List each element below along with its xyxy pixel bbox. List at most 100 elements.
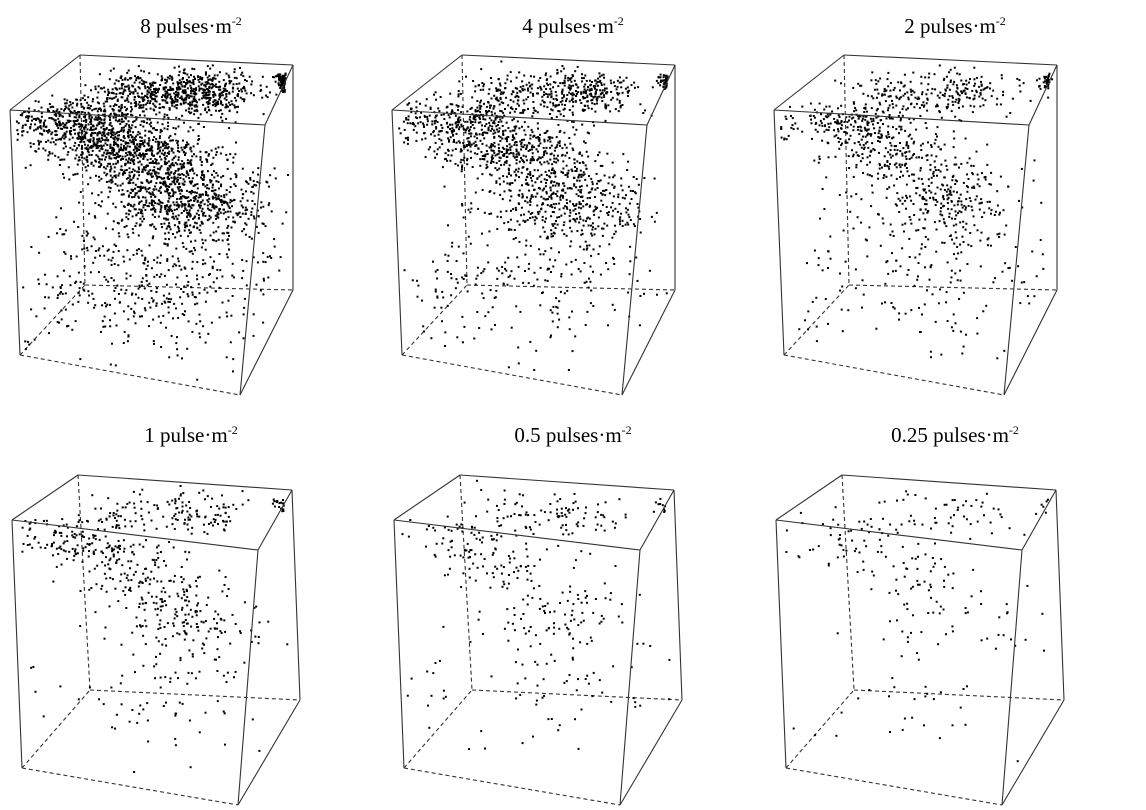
lidar-point [142,206,145,209]
lidar-point [575,213,577,215]
lidar-point [480,272,483,275]
lidar-point [556,306,559,309]
lidar-point [528,81,531,84]
lidar-point [196,200,199,203]
lidar-point [205,88,208,90]
lidar-point [554,104,557,107]
lidar-point [559,198,562,201]
lidar-point [60,291,62,294]
lidar-point [493,192,496,195]
lidar-point [84,99,87,101]
lidar-point [86,139,89,142]
lidar-point [146,93,149,96]
lidar-point [523,213,525,216]
lidar-point [215,109,217,112]
lidar-point [546,129,549,132]
lidar-point [537,213,540,216]
lidar-point [591,81,593,83]
lidar-point [132,138,135,141]
lidar-point [536,159,539,162]
lidar-point [86,246,89,249]
lidar-point [178,264,181,267]
lidar-point [136,149,139,152]
lidar-point [514,127,517,130]
lidar-point [143,145,146,148]
lidar-point [111,228,114,231]
lidar-point [502,134,505,136]
lidar-point [96,141,99,144]
lidar-point [94,216,97,219]
lidar-point [621,225,624,227]
lidar-point [576,167,578,170]
lidar-point [617,193,620,196]
lidar-point [496,267,499,270]
lidar-point [603,94,605,97]
lidar-point [504,261,507,264]
lidar-point [22,124,24,127]
lidar-point [143,85,146,88]
lidar-point [543,150,546,153]
lidar-point [616,98,619,101]
lidar-point [457,95,460,98]
lidar-point [104,156,107,159]
lidar-point [531,144,534,147]
lidar-point [611,201,614,204]
lidar-point [562,188,565,191]
lidar-point [482,115,485,118]
lidar-point [131,292,134,295]
lidar-point [218,94,221,97]
lidar-point [445,131,448,134]
lidar-point [226,315,229,318]
lidar-point [281,222,284,225]
lidar-point [106,144,109,146]
lidar-point [534,181,537,184]
lidar-point [162,143,165,146]
lidar-point [190,207,193,210]
lidar-point [16,120,18,123]
lidar-point [108,78,111,81]
lidar-point [61,128,64,130]
lidar-point [186,225,189,228]
lidar-point [188,191,191,194]
lidar-point [232,216,235,219]
lidar-point [127,69,130,72]
lidar-point [218,109,221,112]
lidar-point [574,166,576,168]
lidar-point [169,183,171,186]
lidar-point [120,106,123,109]
lidar-point [571,75,574,78]
lidar-point [145,108,148,111]
lidar-point [574,83,577,86]
lidar-point [149,94,152,97]
lidar-point [561,103,564,106]
lidar-point [124,85,127,88]
lidar-point [477,207,480,210]
lidar-point [262,205,265,208]
lidar-point [589,88,592,91]
lidar-point [558,103,560,106]
lidar-point [106,94,109,96]
lidar-point [69,103,72,106]
lidar-point [229,201,232,204]
lidar-point [485,150,488,153]
lidar-point [159,176,162,179]
lidar-point [146,118,149,121]
lidar-point [150,195,153,198]
lidar-point [499,210,502,213]
lidar-point [237,105,239,108]
lidar-point [501,125,504,127]
lidar-point [508,173,510,175]
lidar-point [150,83,153,86]
lidar-point [168,136,171,139]
lidar-point [169,139,172,142]
lidar-point [501,272,504,275]
lidar-point [503,163,506,166]
lidar-point [235,99,238,102]
lidar-point [178,117,181,120]
lidar-point [78,201,81,204]
lidar-point [574,335,577,338]
lidar-point [524,253,527,256]
lidar-point [108,129,111,131]
lidar-point [224,200,226,203]
lidar-point [98,117,101,120]
